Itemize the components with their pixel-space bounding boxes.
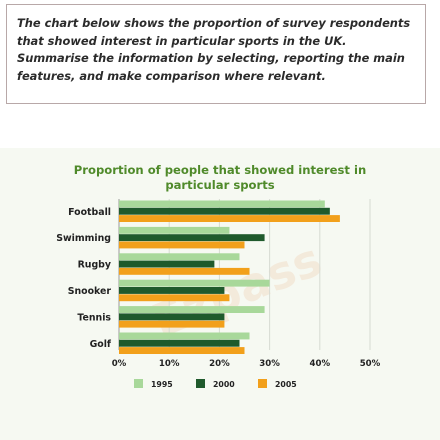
x-tick-label-0: 0% <box>112 359 127 369</box>
legend-label-2000: 2000 <box>213 380 235 389</box>
bar-golf-2005 <box>119 347 245 354</box>
bar-rugby-1995 <box>119 253 240 261</box>
bar-golf-1995 <box>119 332 250 340</box>
bar-rugby-2005 <box>119 267 250 275</box>
x-tick-label-20: 20% <box>209 359 230 369</box>
bar-football-2005 <box>119 215 340 222</box>
bar-chart: Ezpass Proportion of people that showed … <box>56 163 381 389</box>
bar-rugby-2000 <box>119 260 215 268</box>
bar-football-1995 <box>119 200 325 208</box>
legend: 1995 2000 2005 <box>134 379 297 389</box>
bar-tennis-2005 <box>119 320 225 328</box>
bar-tennis-1995 <box>119 306 265 313</box>
legend-swatch-2005 <box>258 379 267 388</box>
legend-swatch-1995 <box>134 379 143 388</box>
bar-golf-2000 <box>119 339 240 347</box>
x-tick-label-50: 50% <box>360 359 381 369</box>
chart-panel <box>0 148 440 440</box>
x-axis-tick-labels: 0% 10% 20% 30% 40% 50% <box>112 359 381 369</box>
x-tick-label-10: 10% <box>159 359 180 369</box>
chart-title-line-1: Proportion of people that showed interes… <box>74 163 366 177</box>
category-label-rugby: Rugby <box>78 260 111 271</box>
x-tick-label-40: 40% <box>310 359 331 369</box>
category-label-tennis: Tennis <box>77 312 111 323</box>
x-tick-label-30: 30% <box>259 359 280 369</box>
category-label-golf: Golf <box>90 339 112 350</box>
category-label-football: Football <box>68 207 111 218</box>
category-label-snooker: Snooker <box>68 286 112 297</box>
category-labels: Football Swimming Rugby Snooker Tennis Golf <box>56 207 112 350</box>
bar-tennis-2000 <box>119 313 225 321</box>
legend-swatch-2000 <box>196 379 205 388</box>
task-prompt-text: The chart below shows the proportion of … <box>17 16 411 83</box>
bar-snooker-1995 <box>119 279 270 287</box>
legend-label-2005: 2005 <box>275 380 297 389</box>
chart-title-line-2: particular sports <box>165 178 274 192</box>
bar-snooker-2000 <box>119 287 225 294</box>
legend-label-1995: 1995 <box>151 380 173 389</box>
bars <box>119 200 340 354</box>
bar-swimming-1995 <box>119 226 230 234</box>
bar-football-2000 <box>119 207 330 215</box>
task-prompt-box: The chart below shows the proportion of … <box>6 4 426 104</box>
bar-snooker-2005 <box>119 294 230 302</box>
bar-swimming-2005 <box>119 241 245 249</box>
bar-swimming-2000 <box>119 234 265 242</box>
category-label-swimming: Swimming <box>56 233 111 244</box>
